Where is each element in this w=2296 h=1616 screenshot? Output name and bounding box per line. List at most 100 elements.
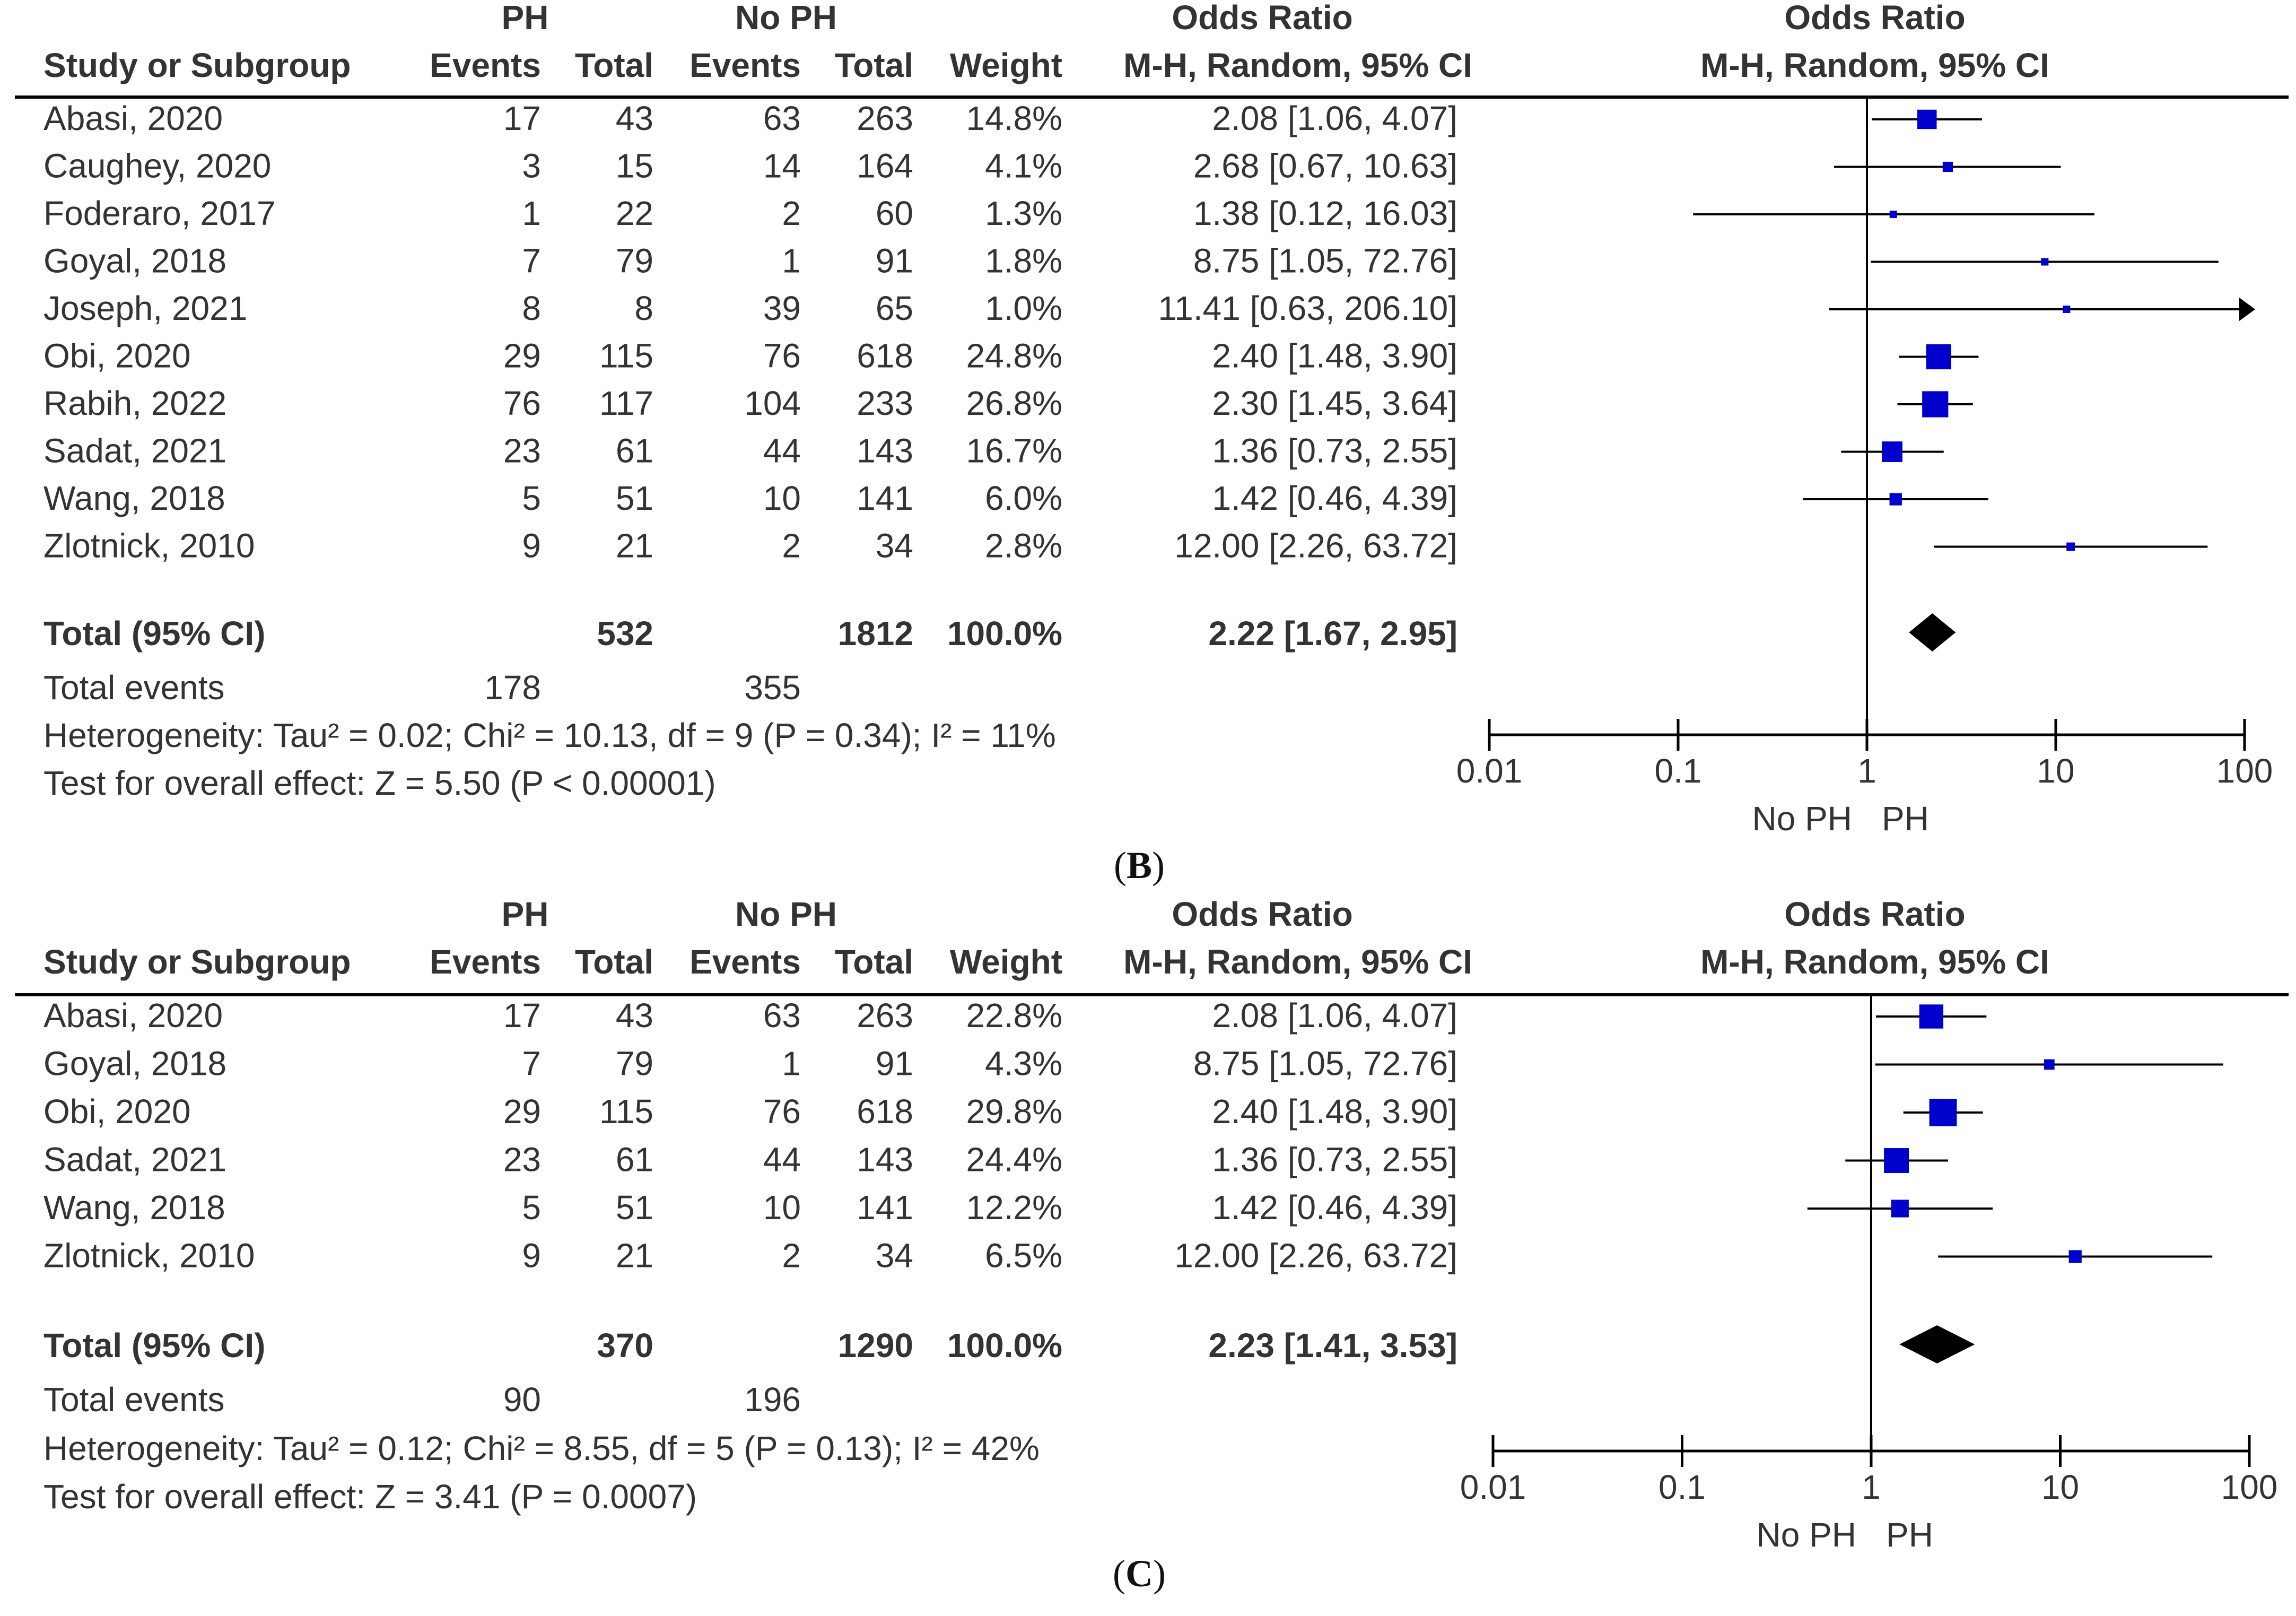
study-or-ci: 1.42 [0.46, 4.39] xyxy=(1212,479,1457,517)
no-ph-total: 143 xyxy=(857,432,913,470)
x-axis-tick-label: 1 xyxy=(1857,752,1876,790)
total-ph-total: 532 xyxy=(597,614,653,653)
study-or-ci: 2.08 [1.06, 4.07] xyxy=(1212,99,1457,137)
total-weight: 100.0% xyxy=(947,614,1062,653)
no-ph-total: 141 xyxy=(857,1188,913,1227)
study-row: Obi, 2020 29 115 76 618 29.8% 2.40 [1.48, 3.90… xyxy=(43,1092,1983,1131)
study-or-ci: 8.75 [1.05, 72.76] xyxy=(1193,242,1457,280)
no-ph-events: 104 xyxy=(744,384,801,422)
ph-total: 21 xyxy=(616,1237,653,1275)
total-row: Total (95% CI) 370 1290 100.0% 2.23 [1.41, 3… xyxy=(43,1325,1975,1365)
study-or-ci: 2.40 [1.48, 3.90] xyxy=(1212,337,1457,375)
study-name: Wang, 2018 xyxy=(43,479,225,517)
total-ph-total: 370 xyxy=(597,1326,653,1365)
study-row: Obi, 2020 29 115 76 618 24.8% 2.40 [1.48, 3.90… xyxy=(43,337,1979,375)
ph-events: 3 xyxy=(522,147,541,185)
panel-caption: (B) xyxy=(1114,844,1165,887)
study-weight: 29.8% xyxy=(966,1092,1062,1131)
total-events-row: Total events 178 355 xyxy=(43,668,801,707)
total-events-label: Total events xyxy=(43,668,225,707)
no-ph-events: 2 xyxy=(782,1237,801,1275)
x-axis-tick-label: 100 xyxy=(2221,1468,2278,1506)
study-or-ci: 12.00 [2.26, 63.72] xyxy=(1174,1237,1457,1275)
point-estimate-marker xyxy=(1926,344,1952,370)
study-row: Rabih, 2022 76 117 104 233 26.8% 2.30 [1.45, 3… xyxy=(43,384,1973,422)
favours-no-ph-label: No PH xyxy=(1752,800,1853,838)
group-header-odds-ratio-plot: Odds Ratio xyxy=(1784,895,1965,933)
study-or-ci: 2.68 [0.67, 10.63] xyxy=(1193,147,1457,185)
no-ph-events: 2 xyxy=(782,194,801,232)
study-or-ci: 1.36 [0.73, 2.55] xyxy=(1212,432,1457,470)
column-header-no-ph-events: Events xyxy=(689,46,801,84)
study-weight: 24.8% xyxy=(966,337,1062,375)
ph-events: 17 xyxy=(503,99,541,137)
ph-total: 79 xyxy=(616,242,653,280)
study-or-ci: 2.30 [1.45, 3.64] xyxy=(1212,384,1457,422)
study-row: Joseph, 2021 8 8 39 65 1.0% 11.41 [0.63, 206.1… xyxy=(43,289,2255,327)
column-header-no-ph-total: Total xyxy=(835,46,913,84)
point-estimate-marker xyxy=(1917,109,1937,129)
total-events-no-ph: 355 xyxy=(744,668,801,707)
overall-effect-text: Test for overall effect: Z = 5.50 (P < 0… xyxy=(43,764,716,802)
ph-total: 61 xyxy=(616,432,653,470)
study-weight: 6.0% xyxy=(985,479,1062,517)
study-weight: 26.8% xyxy=(966,384,1062,422)
ph-events: 23 xyxy=(503,432,541,470)
ph-events: 17 xyxy=(503,996,541,1035)
study-weight: 24.4% xyxy=(966,1141,1062,1179)
no-ph-events: 63 xyxy=(763,99,801,137)
study-weight: 1.8% xyxy=(985,242,1062,280)
ph-events: 9 xyxy=(522,1237,541,1275)
point-estimate-marker xyxy=(1922,391,1949,418)
ph-total: 43 xyxy=(616,99,653,137)
column-header-study: Study or Subgroup xyxy=(43,943,351,981)
study-weight: 4.3% xyxy=(985,1045,1062,1083)
x-axis-tick-label: 1 xyxy=(1862,1468,1881,1506)
total-no-ph-total: 1812 xyxy=(838,614,913,653)
ph-total: 43 xyxy=(616,996,653,1035)
no-ph-events: 39 xyxy=(763,289,801,327)
ph-events: 5 xyxy=(522,1188,541,1227)
column-header-no-ph-events: Events xyxy=(689,943,801,981)
study-name: Obi, 2020 xyxy=(43,1092,191,1131)
column-header-study: Study or Subgroup xyxy=(43,46,351,84)
no-ph-total: 263 xyxy=(857,996,913,1035)
no-ph-events: 14 xyxy=(763,147,801,185)
forest-panel-B: PH No PH Odds Ratio Odds Ratio Study or Subg… xyxy=(15,0,2289,887)
column-header-ph-events: Events xyxy=(430,46,541,84)
column-header-ph-total: Total xyxy=(575,46,653,84)
point-estimate-marker xyxy=(2063,306,2071,313)
no-ph-events: 1 xyxy=(782,242,801,280)
forest-panel-C: PH No PH Odds Ratio Odds Ratio Study or Subg… xyxy=(15,895,2289,1595)
ph-total: 15 xyxy=(616,147,653,185)
x-axis-tick-label: 10 xyxy=(2037,752,2074,790)
column-header-or-plot: M-H, Random, 95% CI xyxy=(1700,46,2049,84)
study-row: Goyal, 2018 7 79 1 91 1.8% 8.75 [1.05, 72.76] xyxy=(43,242,2219,280)
total-events-ph: 178 xyxy=(484,668,541,707)
study-name: Zlotnick, 2010 xyxy=(43,527,255,565)
study-weight: 12.2% xyxy=(966,1188,1062,1227)
heterogeneity-text: Heterogeneity: Tau² = 0.02; Chi² = 10.13… xyxy=(43,716,1056,754)
study-name: Caughey, 2020 xyxy=(43,147,271,185)
no-ph-events: 10 xyxy=(763,479,801,517)
x-axis-tick-label: 100 xyxy=(2216,752,2273,790)
favours-ph-label: PH xyxy=(1886,1516,1933,1554)
study-row: Wang, 2018 5 51 10 141 12.2% 1.42 [0.46, 4.39] xyxy=(43,1188,1993,1227)
no-ph-events: 44 xyxy=(763,1141,801,1179)
total-row: Total (95% CI) 532 1812 100.0% 2.22 [1.67, 2… xyxy=(43,613,1956,653)
study-name: Sadat, 2021 xyxy=(43,432,226,470)
no-ph-total: 91 xyxy=(876,1045,913,1083)
study-or-ci: 8.75 [1.05, 72.76] xyxy=(1193,1045,1457,1083)
no-ph-events: 76 xyxy=(763,1092,801,1131)
no-ph-total: 60 xyxy=(876,194,913,232)
study-or-ci: 1.42 [0.46, 4.39] xyxy=(1212,1188,1457,1227)
ph-total: 115 xyxy=(599,337,653,375)
x-axis-tick-label: 0.01 xyxy=(1460,1468,1526,1506)
study-name: Goyal, 2018 xyxy=(43,242,226,280)
point-estimate-marker xyxy=(1891,1200,1909,1218)
no-ph-events: 76 xyxy=(763,337,801,375)
ph-total: 115 xyxy=(599,1092,653,1131)
no-ph-events: 2 xyxy=(782,527,801,565)
no-ph-events: 44 xyxy=(763,432,801,470)
study-or-ci: 1.36 [0.73, 2.55] xyxy=(1212,1141,1457,1179)
